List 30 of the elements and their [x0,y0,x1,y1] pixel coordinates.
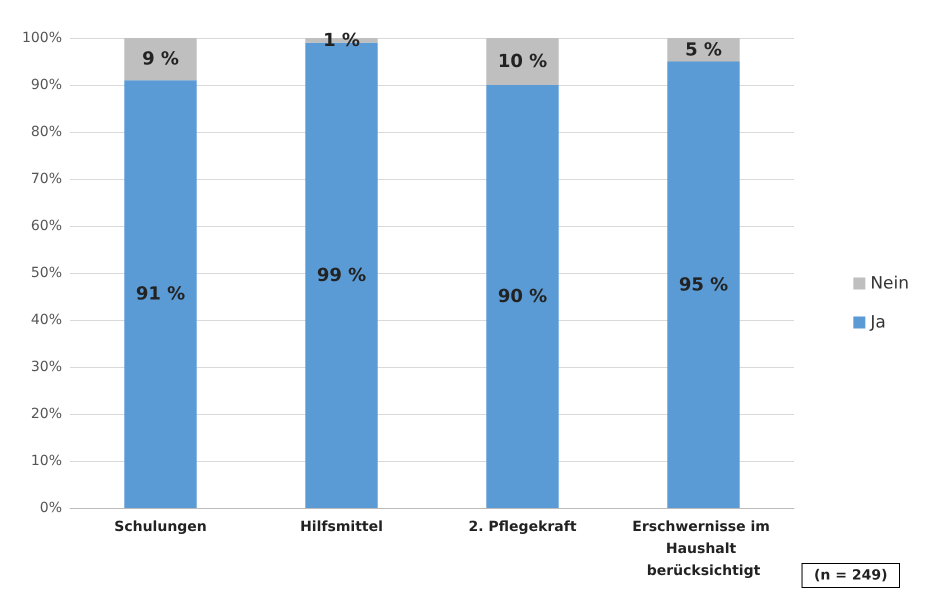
data-label: 9 % [142,48,179,70]
y-tick-label: 80% [30,124,62,140]
bar [124,80,197,508]
x-tick-label: 2. Pflegekraft [468,519,577,535]
data-label: 95 % [678,274,728,296]
y-tick-label: 40% [30,312,62,328]
y-tick-label: 0% [40,500,62,516]
y-tick-label: 50% [30,265,62,281]
bar [667,62,740,508]
y-tick-label: 60% [30,218,62,234]
data-label: 5 % [685,39,722,60]
bar [486,85,559,508]
legend-label: Ja [869,312,886,332]
y-tick-label: 70% [30,171,62,187]
y-tick-label: 10% [30,453,62,469]
data-label: 10 % [498,51,548,72]
y-tick-label: 100% [22,30,62,46]
y-tick-label: 20% [30,406,62,422]
data-label: 91 % [136,284,186,305]
x-tick-label: Hilfsmittel [300,519,383,535]
bar [486,38,559,85]
data-label: 99 % [316,264,366,286]
text: (n = 249) [814,568,888,584]
legend-label: Nein [870,274,910,294]
data-label: 90 % [498,286,548,307]
x-tick-label: Schulungen [114,519,207,535]
bar [124,38,197,80]
x-tick-label: Erschwernisse im Haushalt berücksichtigt [632,519,775,579]
y-tick-label: 90% [30,77,62,93]
y-tick-label: 30% [30,359,62,375]
